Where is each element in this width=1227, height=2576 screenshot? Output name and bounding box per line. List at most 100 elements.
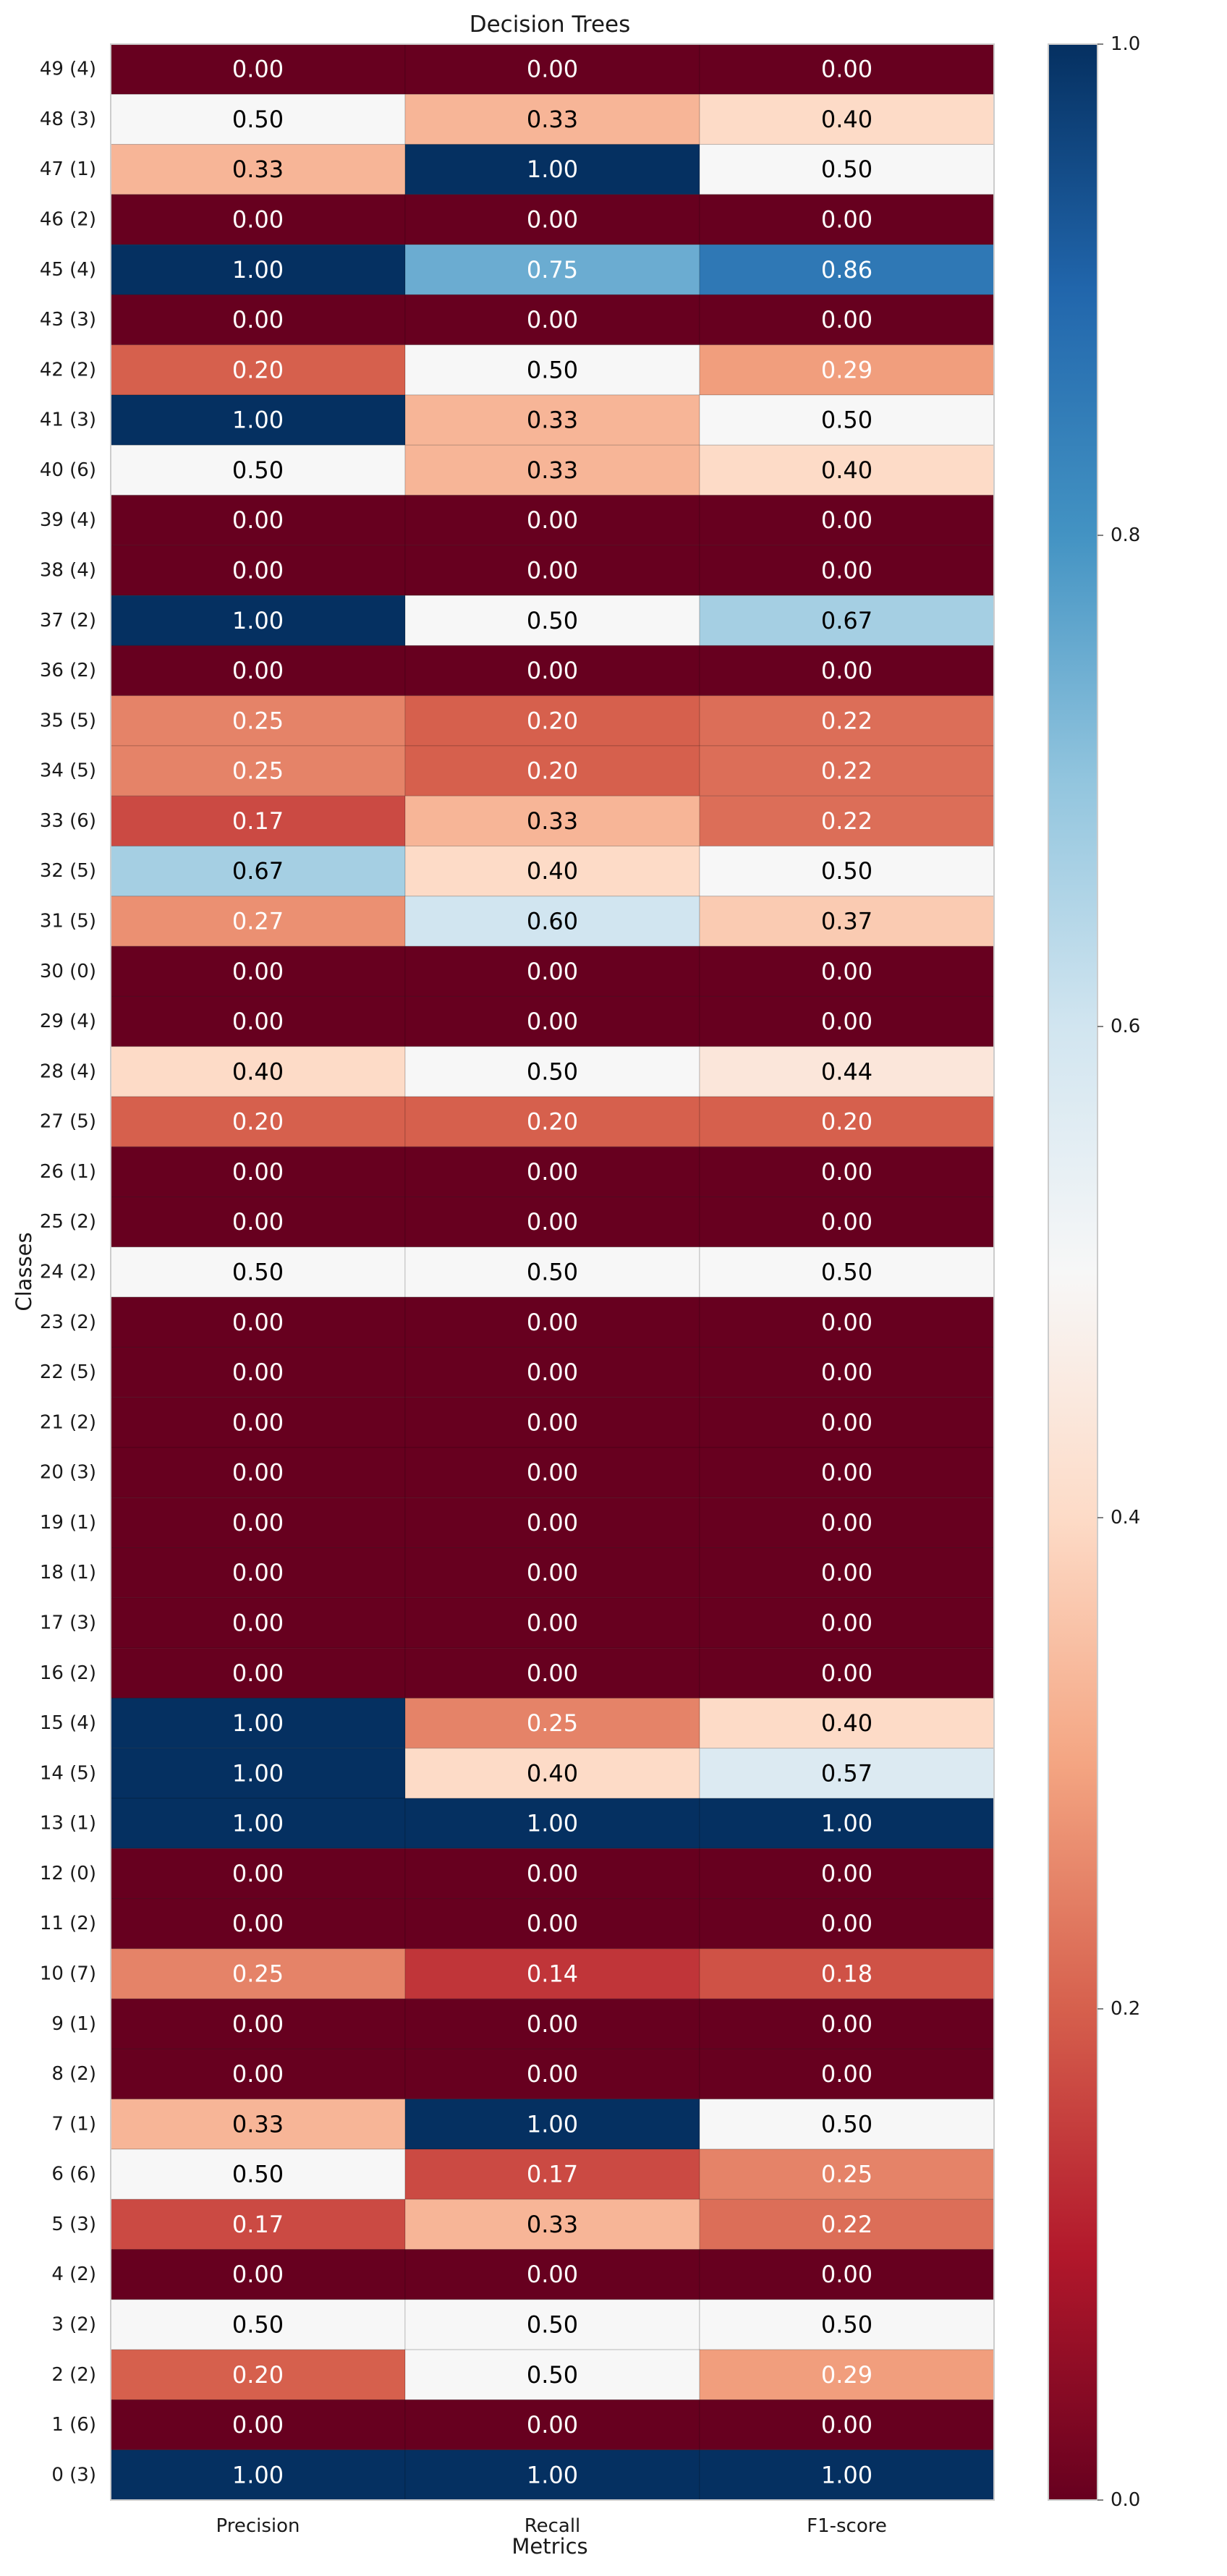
heatmap-cell bbox=[404, 1948, 700, 1999]
colorbar-tick-label: 0.8 bbox=[1111, 524, 1140, 546]
heatmap-cell bbox=[699, 1998, 995, 2049]
heatmap-cell bbox=[404, 1196, 700, 1248]
y-tick-label: 36 (2) bbox=[40, 660, 96, 681]
y-tick-label: 30 (0) bbox=[40, 961, 96, 982]
cell-value-label: 0.20 bbox=[821, 1108, 873, 1136]
heatmap-cell bbox=[110, 2198, 406, 2250]
heatmap-cell bbox=[110, 745, 406, 796]
colorbar-tick-label: 0.2 bbox=[1111, 1998, 1140, 2020]
cell-value-label: 0.00 bbox=[527, 1509, 578, 1536]
heatmap-cell bbox=[699, 2299, 995, 2350]
cell-value-label: 0.20 bbox=[527, 1108, 578, 1136]
cell-value-label: 0.00 bbox=[232, 1459, 284, 1487]
y-tick-label: 16 (2) bbox=[40, 1662, 96, 1684]
heatmap-cell bbox=[404, 1798, 700, 1849]
heatmap-cell bbox=[699, 1196, 995, 1248]
plot-frame bbox=[110, 43, 995, 2501]
cell-value-label: 0.40 bbox=[821, 1709, 873, 1737]
heatmap-cell bbox=[404, 1998, 700, 2049]
heatmap-cell bbox=[404, 1898, 700, 1950]
heatmap-cell bbox=[404, 1246, 700, 1298]
y-tick-label: 46 (2) bbox=[40, 209, 96, 231]
heatmap-cell bbox=[110, 1697, 406, 1749]
cell-value-label: 0.40 bbox=[527, 857, 578, 885]
y-tick-label: 0 (3) bbox=[51, 2464, 96, 2486]
cell-value-label: 0.00 bbox=[232, 2411, 284, 2439]
colorbar-tick-labels: 0.0 0.2 0.4 0.6 0.8 1.0 bbox=[1097, 33, 1140, 2511]
cell-value-label: 0.67 bbox=[821, 607, 873, 634]
cell-value-label: 0.33 bbox=[232, 2110, 284, 2138]
y-tick-label: 8 (2) bbox=[51, 2063, 96, 2085]
heatmap-cell bbox=[404, 244, 700, 295]
y-tick-label: 18 (1) bbox=[40, 1562, 96, 1584]
heatmap-cell bbox=[699, 2349, 995, 2400]
heatmap-cell bbox=[404, 1647, 700, 1699]
colorbar-tick-label: 1.0 bbox=[1111, 33, 1140, 55]
cell-value-label: 0.22 bbox=[821, 707, 873, 734]
cell-value-label: 0.00 bbox=[821, 1610, 873, 1637]
cell-value-label: 0.00 bbox=[821, 557, 873, 585]
cell-value-label: 0.00 bbox=[527, 2010, 578, 2038]
cell-value-label: 0.50 bbox=[821, 2110, 873, 2138]
cell-value-label: 0.50 bbox=[821, 156, 873, 183]
cell-value-label: 0.00 bbox=[527, 2261, 578, 2288]
y-tick-label: 25 (2) bbox=[40, 1211, 96, 1233]
y-tick-label: 33 (6) bbox=[40, 810, 96, 832]
cell-value-label: 1.00 bbox=[232, 2461, 284, 2488]
x-tick-label: Precision bbox=[216, 2515, 300, 2537]
heatmap-cell bbox=[699, 2099, 995, 2150]
y-tick-label: 20 (3) bbox=[40, 1462, 96, 1484]
cell-value-label: 0.20 bbox=[232, 1108, 284, 1136]
cell-value-label: 1.00 bbox=[527, 2110, 578, 2138]
cell-value-label: 0.00 bbox=[527, 657, 578, 684]
cell-value-label: 0.00 bbox=[232, 306, 284, 333]
cell-value-label: 0.75 bbox=[527, 256, 578, 284]
cell-value-label: 1.00 bbox=[232, 256, 284, 284]
cell-value-label: 0.00 bbox=[821, 2060, 873, 2088]
cell-value-label: 0.00 bbox=[821, 1860, 873, 1887]
heatmap-cell bbox=[699, 1597, 995, 1649]
heatmap-cell bbox=[110, 194, 406, 245]
y-tick-label: 37 (2) bbox=[40, 610, 96, 632]
cell-value-label: 0.40 bbox=[232, 1058, 284, 1085]
cell-value-label: 0.00 bbox=[527, 2411, 578, 2439]
heatmap-cell bbox=[404, 846, 700, 897]
cell-value-label: 0.50 bbox=[527, 356, 578, 383]
cell-value-label: 0.00 bbox=[821, 1559, 873, 1586]
y-tick-label: 40 (6) bbox=[40, 459, 96, 481]
heatmap-cell bbox=[110, 495, 406, 546]
heatmap-cell bbox=[110, 1547, 406, 1599]
cell-value-label: 0.50 bbox=[821, 1259, 873, 1286]
y-tick-label: 35 (5) bbox=[40, 710, 96, 731]
cell-value-label: 0.25 bbox=[232, 1960, 284, 1988]
cell-value-label: 0.00 bbox=[821, 1309, 873, 1336]
heatmap-cell bbox=[404, 2198, 700, 2250]
cell-value-label: 0.50 bbox=[527, 2311, 578, 2339]
cell-value-label: 0.00 bbox=[821, 1509, 873, 1536]
cell-value-label: 0.00 bbox=[232, 1610, 284, 1637]
heatmap-cell bbox=[110, 2048, 406, 2100]
cell-value-label: 0.00 bbox=[527, 206, 578, 234]
cell-value-label: 0.00 bbox=[232, 1509, 284, 1536]
cell-value-label: 0.00 bbox=[821, 1208, 873, 1236]
heatmap-cell bbox=[404, 1397, 700, 1448]
colorbar-tick-label: 0.6 bbox=[1111, 1016, 1140, 1037]
colorbar bbox=[1048, 43, 1098, 2501]
cell-value-label: 0.25 bbox=[232, 707, 284, 734]
y-tick-label: 9 (1) bbox=[51, 2013, 96, 2035]
x-tick-label: Recall bbox=[525, 2515, 581, 2537]
cell-value-label: 1.00 bbox=[527, 156, 578, 183]
cell-value-label: 0.00 bbox=[232, 1208, 284, 1236]
heatmap-cell bbox=[404, 144, 700, 195]
cell-value-label: 1.00 bbox=[232, 1759, 284, 1787]
y-tick-label: 7 (1) bbox=[51, 2113, 96, 2135]
cell-value-label: 0.22 bbox=[821, 807, 873, 835]
cell-value-label: 0.40 bbox=[821, 106, 873, 133]
cell-value-label: 1.00 bbox=[527, 1810, 578, 1837]
cell-value-label: 0.33 bbox=[527, 807, 578, 835]
heatmap-cell bbox=[699, 1447, 995, 1498]
heatmap-cell bbox=[110, 1246, 406, 1298]
cell-value-label: 0.00 bbox=[821, 1359, 873, 1386]
cell-value-label: 0.00 bbox=[527, 958, 578, 985]
heatmap-cell bbox=[404, 1748, 700, 1799]
